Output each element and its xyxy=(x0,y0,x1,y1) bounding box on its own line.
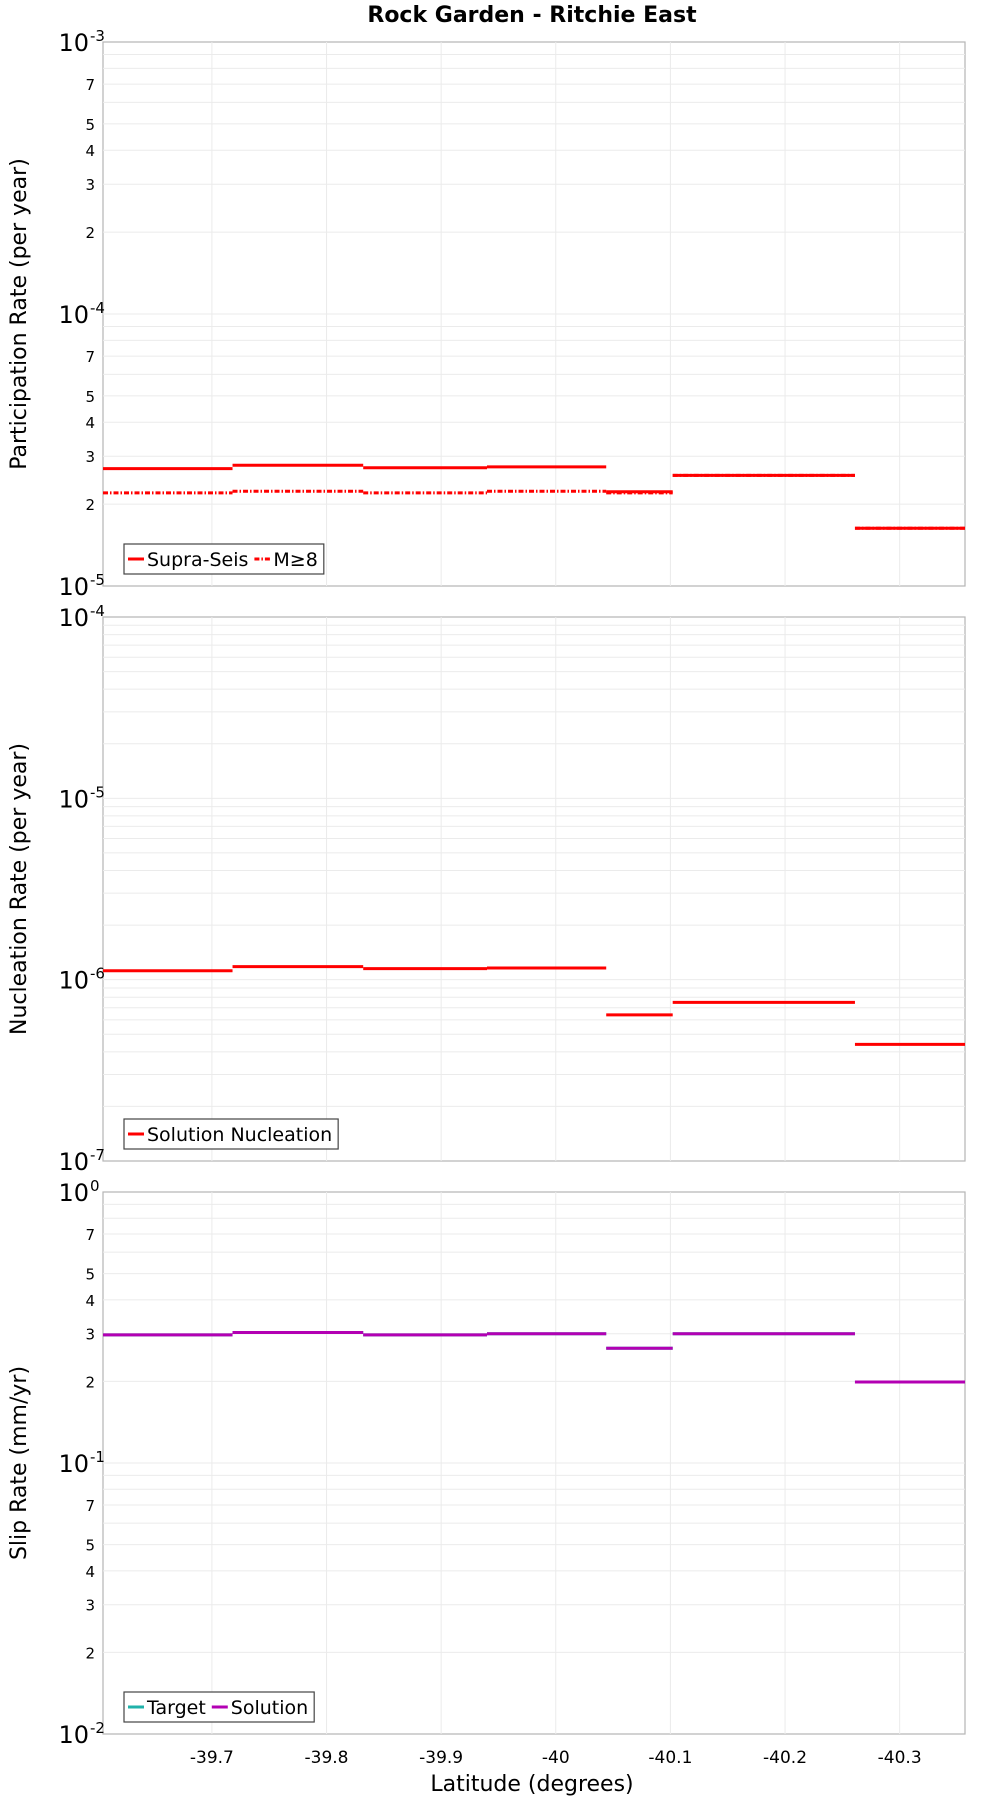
y-tick-label-minor: 7 xyxy=(85,348,95,366)
panel-nucleation: 10-710-610-510-4 Nucleation Rate (per ye… xyxy=(7,602,966,1176)
y-axis-label-sliprate: Slip Rate (mm/yr) xyxy=(7,1366,32,1560)
y-axis-label-nucleation: Nucleation Rate (per year) xyxy=(7,743,32,1035)
series-solution-nucleation xyxy=(103,965,965,1046)
y-tick-label-minor: 7 xyxy=(85,1497,95,1515)
y-tick-label: 10 xyxy=(58,967,89,995)
x-tick-label: -40.1 xyxy=(648,1748,692,1768)
x-axis: -39.7 -39.8 -39.9 -40 -40.1 -40.2 -40.3 xyxy=(190,1748,922,1768)
legend-participation: Supra-Seis M≥8 xyxy=(123,543,325,575)
y-tick-label: 10 xyxy=(58,1148,89,1176)
y-tick-label-minor: 4 xyxy=(85,1563,95,1581)
grid-nucleation xyxy=(103,617,965,1161)
y-tick-label-minor: 3 xyxy=(85,1597,95,1615)
series-solution xyxy=(103,1331,965,1384)
series-participation xyxy=(103,463,965,530)
y-tick-label-minor: 4 xyxy=(85,1292,95,1310)
x-tick-label: -40 xyxy=(542,1748,570,1768)
legend-label: Solution Nucleation xyxy=(147,1124,332,1146)
series-nucleation xyxy=(103,965,965,1046)
grid-sliprate xyxy=(103,1192,965,1734)
legend-label: Solution xyxy=(231,1697,308,1719)
x-tick-label: -39.7 xyxy=(190,1748,234,1768)
y-tick-label-minor: 7 xyxy=(85,76,95,94)
y-tick-label-minor: 3 xyxy=(85,1326,95,1344)
chart-title: Rock Garden - Ritchie East xyxy=(367,3,697,28)
x-axis-label: Latitude (degrees) xyxy=(430,1772,633,1797)
y-axis-label-participation: Participation Rate (per year) xyxy=(7,158,32,470)
x-tick-label: -39.9 xyxy=(419,1748,463,1768)
legend-nucleation: Solution Nucleation xyxy=(123,1118,339,1150)
y-tick-label: 10 xyxy=(58,29,89,57)
y-tick-label: 10 xyxy=(58,604,89,632)
y-tick-label-minor: 5 xyxy=(85,1266,95,1284)
y-tick-label-minor: 5 xyxy=(85,116,95,134)
legend-box xyxy=(123,1118,339,1150)
y-tick-label-minor: 7 xyxy=(85,1226,95,1244)
plot-frame-nucleation xyxy=(102,616,966,1162)
series-m-8 xyxy=(103,473,965,530)
y-tick-label-minor: 4 xyxy=(85,142,95,160)
y-tick-label-minor: 5 xyxy=(85,388,95,406)
y-tick-label: 10 xyxy=(58,1721,89,1749)
legend-label: Supra-Seis xyxy=(147,549,248,571)
legend-box xyxy=(123,543,325,575)
legend-label: M≥8 xyxy=(273,549,317,571)
y-tick-exponent: -4 xyxy=(90,299,105,317)
y-tick-label-minor: 4 xyxy=(85,414,95,432)
y-tick-exponent: -4 xyxy=(90,602,105,620)
y-tick-exponent: -7 xyxy=(90,1146,105,1164)
y-tick-label-minor: 2 xyxy=(85,1373,95,1391)
y-tick-label-minor: 2 xyxy=(85,496,95,514)
legend-sliprate: Target Solution xyxy=(123,1691,315,1723)
x-tick-label: -40.2 xyxy=(763,1748,807,1768)
x-tick-label: -40.3 xyxy=(878,1748,922,1768)
y-tick-exponent: -6 xyxy=(90,965,105,983)
y-tick-exponent: 0 xyxy=(90,1177,100,1195)
y-tick-label: 10 xyxy=(58,573,89,601)
grid-participation xyxy=(103,42,965,586)
series-sliprate xyxy=(103,1331,965,1384)
legend-label: Target xyxy=(146,1697,206,1719)
y-tick-exponent: -3 xyxy=(90,27,105,45)
y-tick-exponent: -5 xyxy=(90,571,105,589)
x-tick-label: -39.8 xyxy=(305,1748,349,1768)
y-tick-label-minor: 5 xyxy=(85,1537,95,1555)
y-tick-label: 10 xyxy=(58,785,89,813)
y-axis-nucleation: 10-710-610-510-4 xyxy=(58,602,105,1176)
y-tick-exponent: -2 xyxy=(90,1719,105,1737)
y-tick-label-minor: 3 xyxy=(85,176,95,194)
y-tick-label-minor: 2 xyxy=(85,224,95,242)
y-tick-label: 10 xyxy=(58,1450,89,1478)
y-tick-exponent: -1 xyxy=(90,1448,105,1466)
y-tick-exponent: -5 xyxy=(90,783,105,801)
y-tick-label: 10 xyxy=(58,1179,89,1207)
y-tick-label-minor: 2 xyxy=(85,1644,95,1662)
y-tick-label: 10 xyxy=(58,301,89,329)
y-tick-label-minor: 3 xyxy=(85,448,95,466)
